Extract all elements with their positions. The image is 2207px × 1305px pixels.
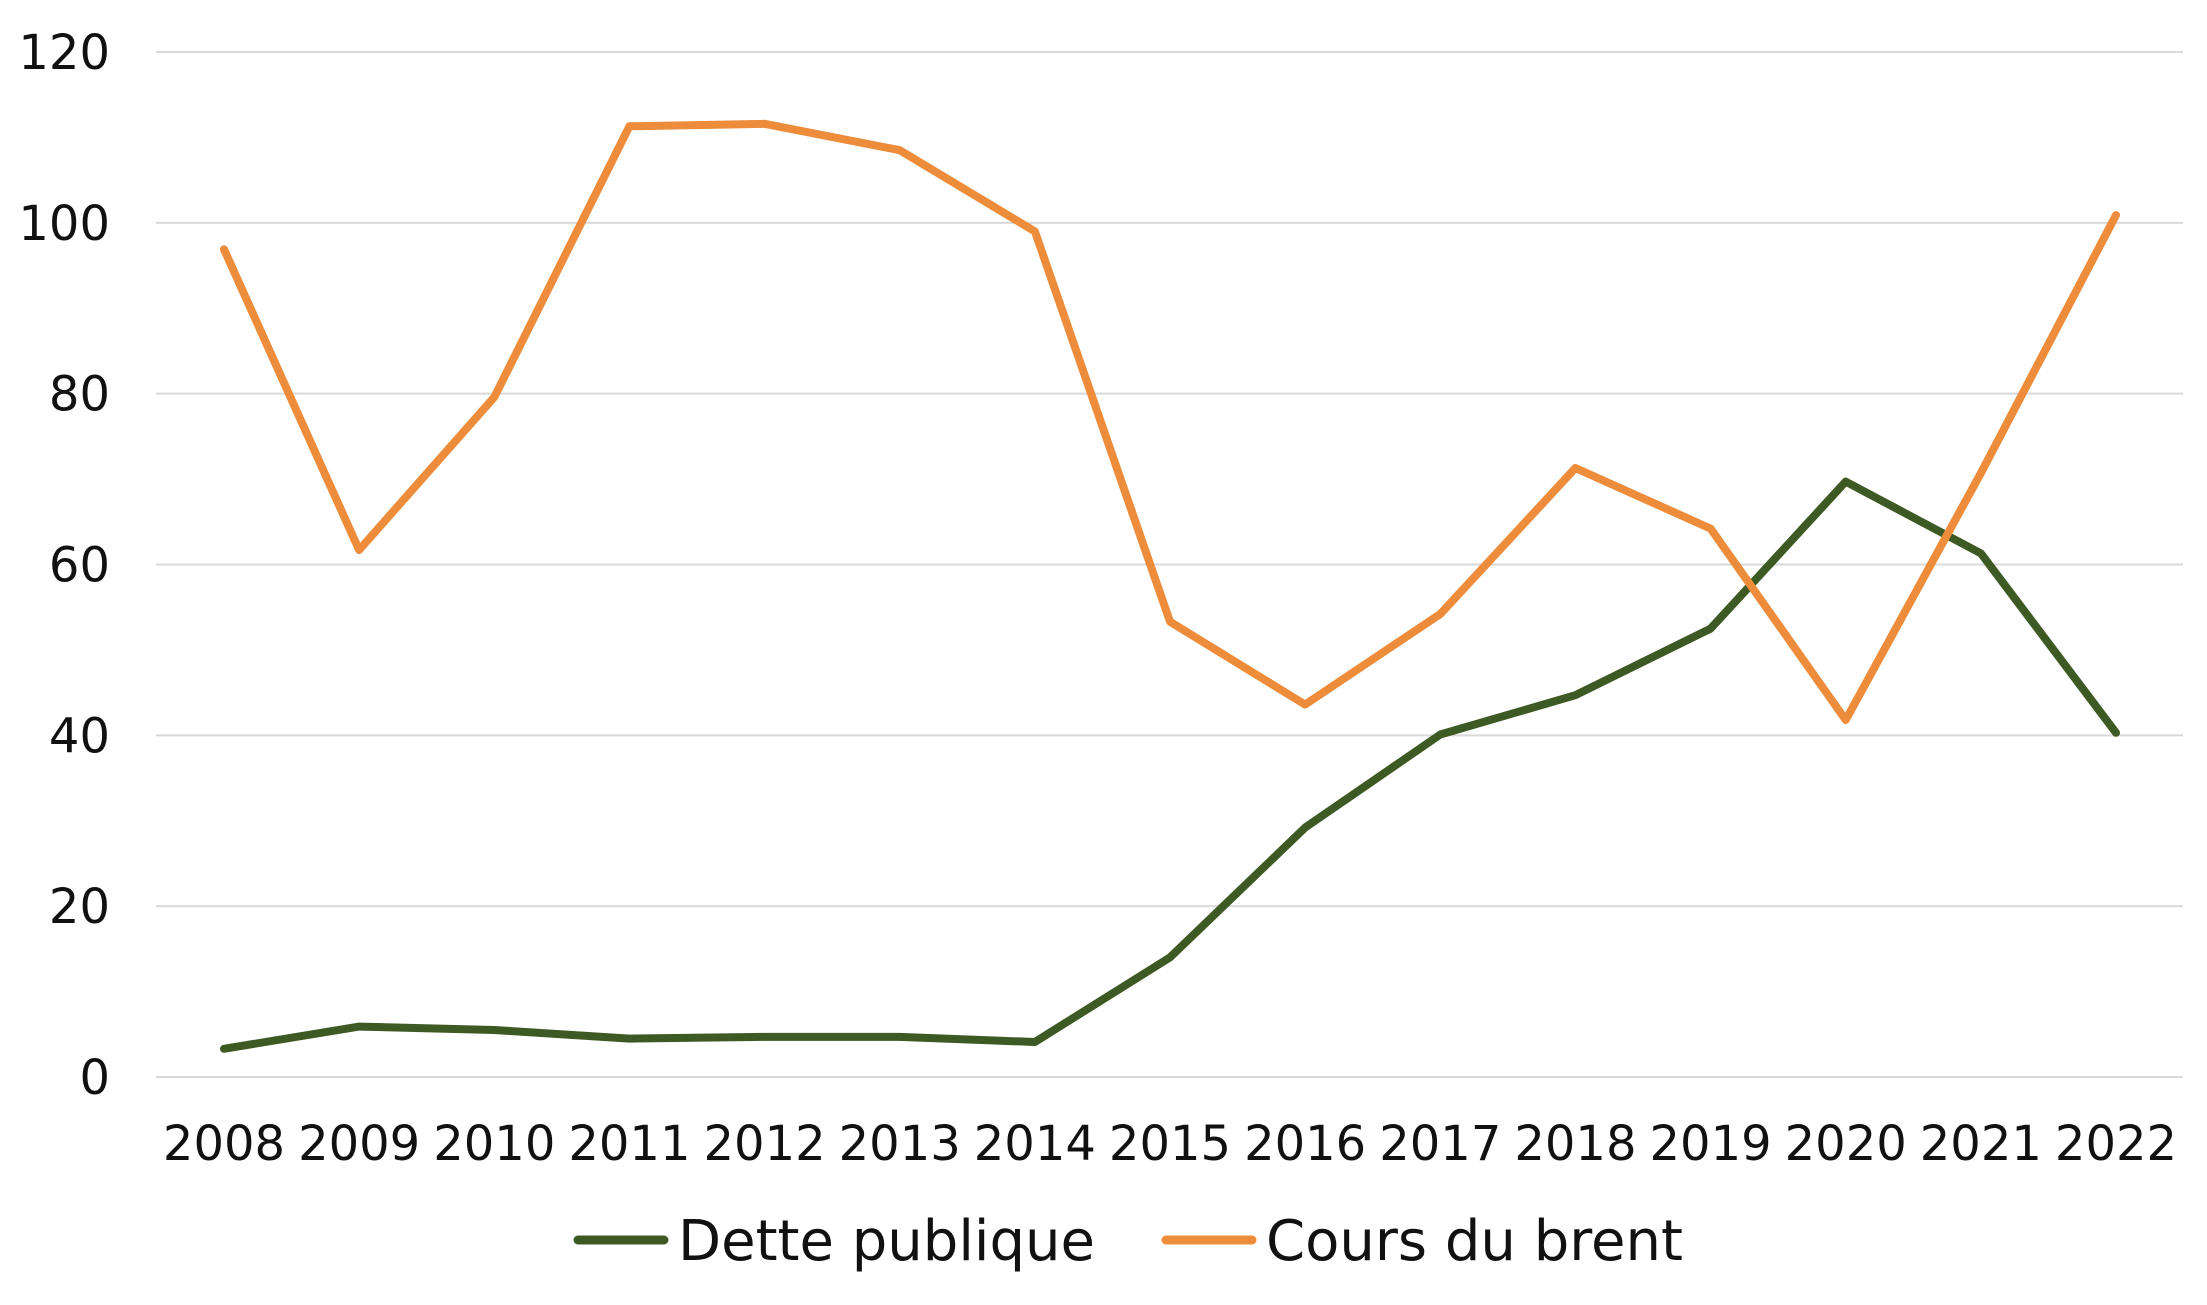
x-tick-label: 2022: [2055, 1116, 2177, 1172]
x-tick-label: 2017: [1379, 1116, 1501, 1172]
series-line-1: [220, 477, 2120, 1053]
x-tick-label: 2019: [1649, 1116, 1771, 1172]
gridlines: [156, 51, 2183, 1078]
x-tick-label: 2008: [163, 1116, 285, 1172]
x-tick-label: 2009: [298, 1116, 420, 1172]
y-tick-label: 40: [49, 708, 110, 764]
series-line-2: [220, 119, 2120, 724]
series-lines: [220, 119, 2120, 1053]
y-axis: 0 20 40 60 80 100 120: [18, 25, 110, 1106]
y-tick-label: 60: [49, 538, 110, 594]
y-tick-label: 80: [49, 367, 110, 423]
legend-label: Cours du brent: [1266, 1209, 1683, 1274]
x-tick-label: 2014: [974, 1116, 1096, 1172]
legend-item: Cours du brent: [1161, 1209, 1683, 1274]
legend-item: Dette publique: [573, 1209, 1095, 1274]
x-tick-label: 2018: [1514, 1116, 1636, 1172]
x-tick-label: 2016: [1244, 1116, 1366, 1172]
x-tick-label: 2013: [839, 1116, 961, 1172]
y-tick-label: 20: [49, 879, 110, 935]
y-tick-label: 120: [18, 25, 110, 81]
x-tick-label: 2015: [1109, 1116, 1231, 1172]
y-tick-label: 0: [79, 1050, 110, 1106]
x-axis: 2008 2009 2010 2011 2012 2013 2014 2015 2016 2017…: [163, 1116, 2177, 1172]
y-tick-label: 100: [18, 196, 110, 252]
x-tick-label: 2021: [1920, 1116, 2042, 1172]
x-tick-label: 2010: [433, 1116, 555, 1172]
x-tick-label: 2011: [568, 1116, 690, 1172]
legend: Dette publique Cours du brent: [573, 1209, 1683, 1274]
x-tick-label: 2012: [703, 1116, 825, 1172]
x-tick-label: 2020: [1785, 1116, 1907, 1172]
legend-label: Dette publique: [678, 1209, 1095, 1274]
